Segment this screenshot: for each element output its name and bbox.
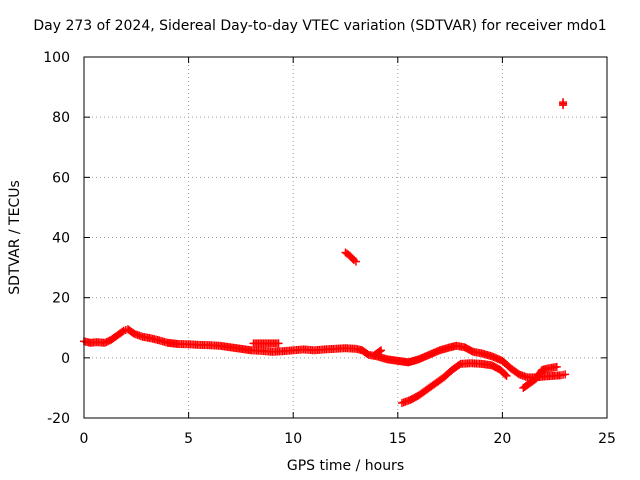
- data-point-segment-14h: [375, 347, 384, 356]
- grid-layer: [84, 57, 607, 418]
- x-tick-label-15: 15: [389, 431, 407, 447]
- data-point-lower-branch: [502, 371, 511, 380]
- y-tick-label-40: 40: [52, 231, 70, 247]
- points-layer: [80, 98, 570, 407]
- data-point-main: [561, 370, 570, 379]
- data-point-lower-branch: [501, 370, 510, 379]
- x-tick-label-10: 10: [284, 431, 302, 447]
- x-tick-label-5: 5: [184, 431, 193, 447]
- data-point-segment-12h: [351, 257, 360, 266]
- plot-frame: [83, 56, 608, 419]
- x-axis-label: GPS time / hours: [287, 458, 404, 474]
- data-point-segment-8h: [274, 339, 283, 348]
- y-tick-label-100: 100: [43, 50, 70, 66]
- y-tick-label-20: 20: [52, 291, 70, 307]
- y-axis-label: SDTVAR / TECUs: [7, 180, 23, 295]
- x-tick-label-20: 20: [493, 431, 511, 447]
- tick-layer: 0 5 10 15 20 25 -20 0 20 40 60 80 100: [43, 50, 616, 447]
- x-tick-label-0: 0: [80, 431, 89, 447]
- data-point-segment-14h: [377, 346, 386, 355]
- y-tick-label-60: 60: [52, 170, 70, 186]
- y-tick-label-80: 80: [52, 110, 70, 126]
- data-point-outlier-23h: [559, 98, 568, 107]
- chart-title: Day 273 of 2024, Sidereal Day-to-day VTE…: [33, 18, 607, 34]
- y-tick-label--20: -20: [47, 411, 70, 427]
- data-point-late-branch: [552, 362, 561, 371]
- x-tick-label-25: 25: [598, 431, 616, 447]
- y-tick-label-0: 0: [61, 351, 70, 367]
